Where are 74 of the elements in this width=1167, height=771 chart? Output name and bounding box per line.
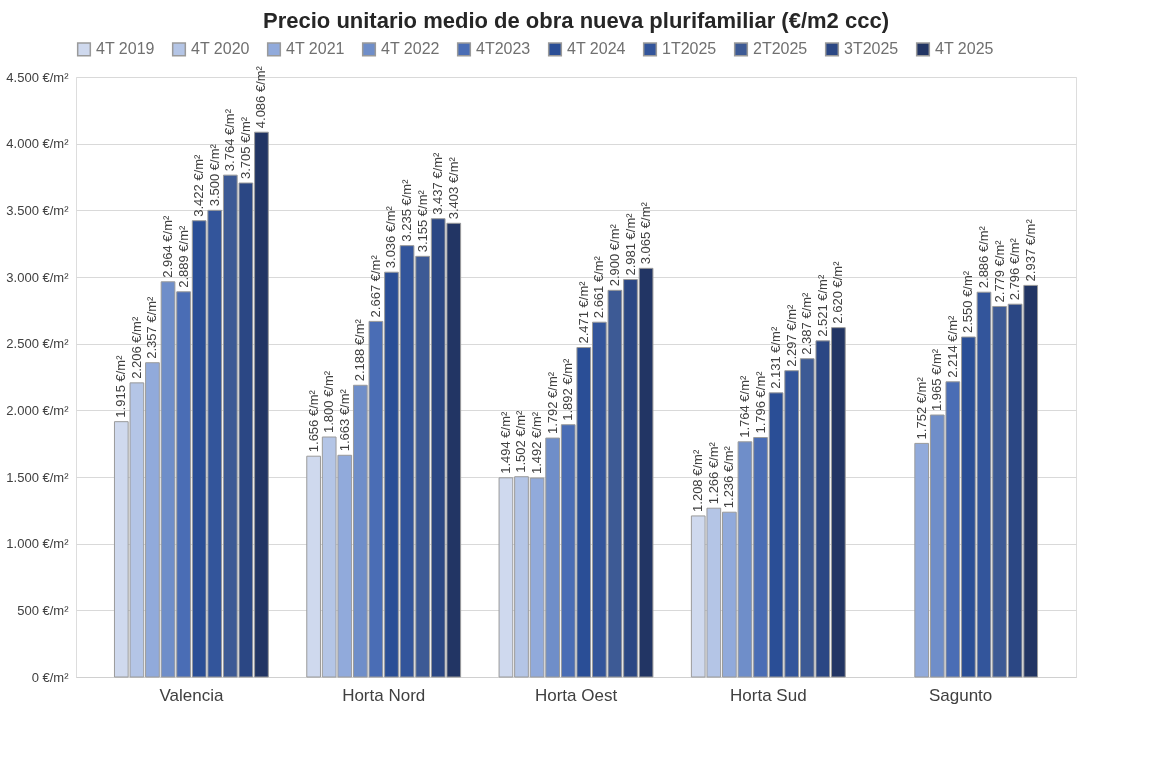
data-label: 2.620 €/m² [830,260,846,324]
legend-label: 4T 2020 [191,40,250,58]
data-label: 2.796 €/m² [1007,237,1023,301]
data-label: 1.494 €/m² [497,410,513,474]
data-label: 2.214 €/m² [944,314,960,378]
data-label: 1.663 €/m² [336,388,352,452]
data-label: 2.981 €/m² [622,212,638,276]
y-tick-label: 1.000 €/m² [6,536,70,552]
data-label: 2.188 €/m² [352,318,368,382]
data-label: 1.656 €/m² [305,389,321,453]
y-tick-label: 3.500 €/m² [6,202,70,218]
legend-label: 4T 2021 [286,40,345,58]
data-label: 2.387 €/m² [799,291,815,355]
data-label: 3.155 €/m² [414,189,430,253]
data-label: 1.965 €/m² [929,348,945,411]
data-label: 1.796 €/m² [752,370,768,434]
data-label: 3.764 €/m² [222,108,238,172]
data-label: 3.422 €/m² [191,153,207,217]
data-label: 2.661 €/m² [591,255,607,319]
data-label: 2.471 €/m² [575,280,591,344]
data-label: 1.492 €/m² [529,411,545,475]
data-label: 3.437 €/m² [430,151,446,215]
legend-label: 4T 2024 [567,40,626,58]
data-label: 3.065 €/m² [638,201,654,265]
data-label: 1.764 €/m² [736,374,752,438]
data-label: 2.779 €/m² [991,239,1007,303]
data-label: 2.521 €/m² [814,274,830,337]
data-label: 2.964 €/m² [160,214,176,278]
data-label: 2.889 €/m² [175,224,191,288]
data-label: 1.892 €/m² [560,357,576,421]
data-label: 1.208 €/m² [690,449,706,512]
y-tick-label: 4.500 €/m² [6,69,70,85]
data-label: 2.900 €/m² [606,223,622,287]
data-label: 3.500 €/m² [206,143,222,207]
data-label: 2.131 €/m² [768,326,784,389]
data-label: 3.235 €/m² [399,178,415,242]
data-label: 2.550 €/m² [960,270,976,333]
data-label: 4.086 €/m² [253,65,269,129]
data-label: 1.792 €/m² [544,371,560,435]
y-tick-label: 4.000 €/m² [6,136,70,152]
x-tick-label: Sagunto [928,685,993,705]
data-label: 1.800 €/m² [321,370,337,433]
chart-title: Precio unitario medio de obra nueva plurifamiliar (€/m2 ccc) [263,8,889,33]
data-label: 1.236 €/m² [721,445,737,509]
y-tick-label: 2.000 €/m² [6,402,70,418]
y-tick-label: 500 €/m² [17,602,70,618]
data-label: 2.297 €/m² [783,303,799,367]
data-label: 2.357 €/m² [144,295,160,359]
data-label: 3.403 €/m² [445,156,461,220]
legend-label: 3T2025 [844,40,899,58]
legend-label: 4T 2019 [96,40,155,58]
x-tick-label: Horta Nord [342,685,426,705]
data-label: 3.705 €/m² [237,116,253,179]
legend-label: 1T2025 [662,40,717,58]
y-tick-label: 3.000 €/m² [6,269,70,285]
data-label: 2.206 €/m² [128,316,144,379]
y-tick-label: 0 €/m² [31,669,70,685]
legend-label: 4T2023 [476,40,531,58]
data-label: 1.266 €/m² [705,441,721,505]
legend-label: 4T 2025 [935,40,994,58]
legend-label: 4T 2022 [381,40,440,58]
x-tick-label: Horta Sud [730,685,807,705]
y-tick-label: 2.500 €/m² [6,336,70,352]
x-tick-label: Valencia [159,685,224,705]
x-tick-label: Horta Oest [534,685,618,705]
data-label: 1.502 €/m² [513,409,529,473]
data-label: 2.667 €/m² [367,254,383,318]
data-label: 1.915 €/m² [113,354,129,418]
legend-label: 2T2025 [753,40,808,58]
data-label: 1.752 €/m² [913,376,929,440]
data-label: 3.036 €/m² [383,205,399,269]
data-label: 2.886 €/m² [975,225,991,289]
data-label: 2.937 €/m² [1022,218,1038,282]
y-tick-label: 1.500 €/m² [6,469,70,485]
